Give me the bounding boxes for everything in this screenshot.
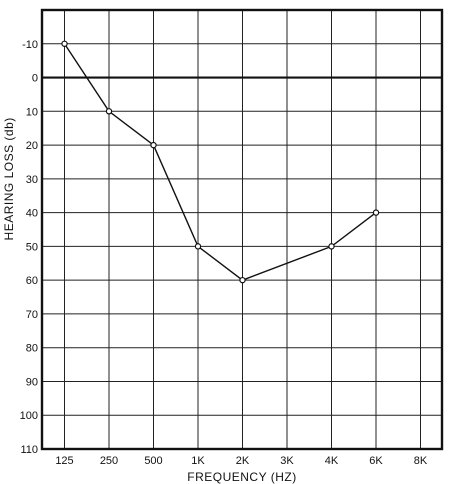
y-tick-label: 60 xyxy=(26,275,38,287)
x-tick-label: 125 xyxy=(55,455,73,467)
y-tick-label: 80 xyxy=(26,343,38,355)
y-tick-label: 70 xyxy=(26,309,38,321)
data-point xyxy=(150,141,157,149)
y-tick-label: -10 xyxy=(22,39,38,51)
y-tick-label: 30 xyxy=(26,174,38,186)
x-tick-label: 8K xyxy=(414,455,428,467)
grid xyxy=(42,10,442,450)
y-tick-label: 40 xyxy=(26,208,38,220)
x-tick-label: 1K xyxy=(191,455,205,467)
series-line-group xyxy=(61,40,380,284)
data-point xyxy=(239,276,246,284)
x-tick-label: 250 xyxy=(100,455,118,467)
plot-frame xyxy=(40,8,444,451)
data-point xyxy=(194,243,202,250)
x-tick-label: 500 xyxy=(144,455,162,467)
x-axis-title: FREQUENCY (HZ) xyxy=(187,470,296,484)
y-axis-title: HEARING LOSS (db) xyxy=(2,117,16,240)
x-tick-label: 3K xyxy=(280,455,294,467)
y-tick-label: 90 xyxy=(26,376,38,388)
y-tick-label: 50 xyxy=(26,241,38,253)
data-point xyxy=(328,243,335,250)
y-tick-label: 110 xyxy=(20,444,38,456)
y-tick-label: 100 xyxy=(20,410,38,422)
y-tick-label: 10 xyxy=(26,106,38,118)
y-tick-label: 0 xyxy=(32,73,38,85)
x-tick-label: 4K xyxy=(325,455,339,467)
x-tick-labels: 125 250 500 1K 2K 3K 4K 6K 8K xyxy=(55,455,428,467)
x-tick-label: 6K xyxy=(369,455,383,467)
y-tick-label: 20 xyxy=(26,140,38,152)
data-point xyxy=(372,209,380,216)
y-tick-labels: -10 0 10 20 30 40 50 60 70 80 90 100 110 xyxy=(20,39,38,456)
x-tick-label: 2K xyxy=(236,455,250,467)
data-point xyxy=(105,108,113,115)
data-point xyxy=(61,40,68,47)
